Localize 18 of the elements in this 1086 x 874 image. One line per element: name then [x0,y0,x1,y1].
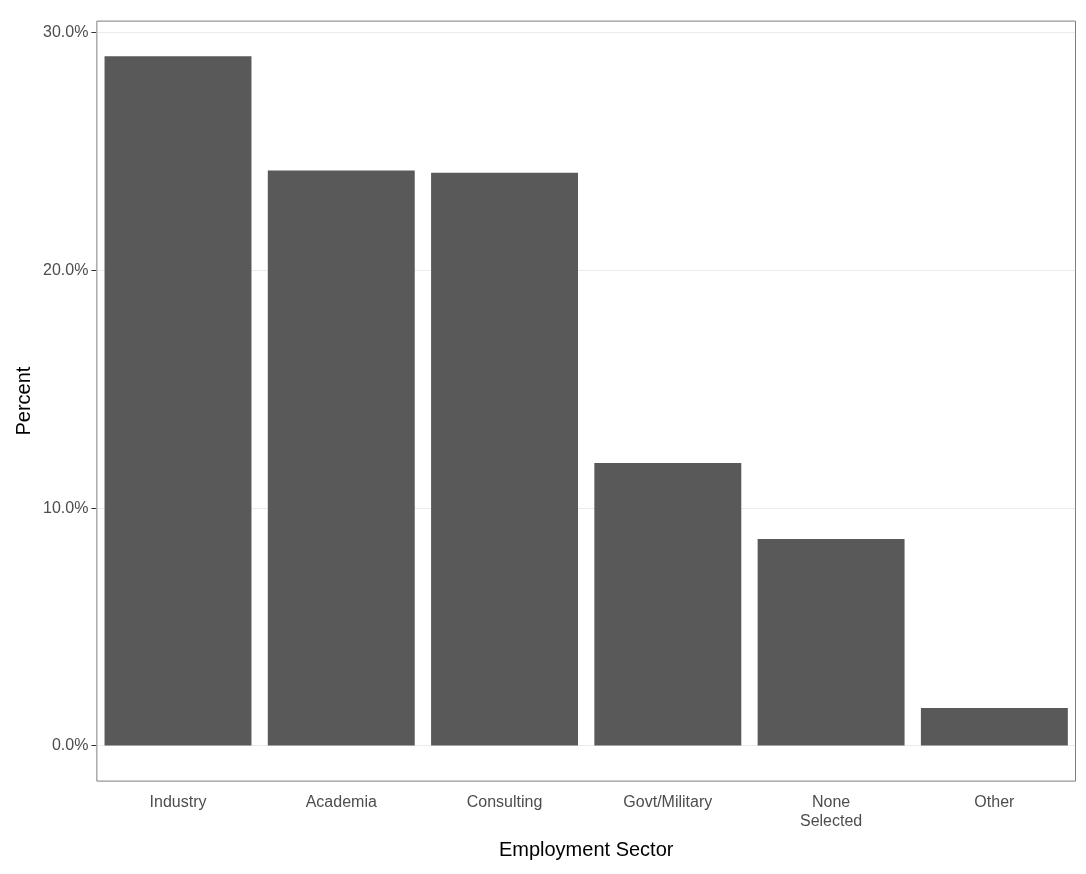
bar [267,170,415,746]
x-tick-label: Other [974,792,1016,810]
y-tick-label: 0.0% [51,736,89,754]
bar [920,707,1068,746]
y-tick-label: 30.0% [42,22,89,40]
bar [431,172,579,746]
x-tick-label: Govt/Military [623,792,713,810]
x-axis-title: Employment Sector [498,837,674,860]
bar [757,539,905,746]
x-tick-label: Consulting [466,792,543,810]
bar [104,56,252,746]
y-tick-label: 20.0% [42,260,89,278]
x-tick-label: Industry [149,792,207,810]
y-tick-label: 10.0% [42,498,89,516]
bar [594,462,742,746]
y-axis-title: Percent [11,366,34,436]
x-tick-label: None Selected [799,792,863,829]
x-tick-label: Academia [305,792,377,810]
